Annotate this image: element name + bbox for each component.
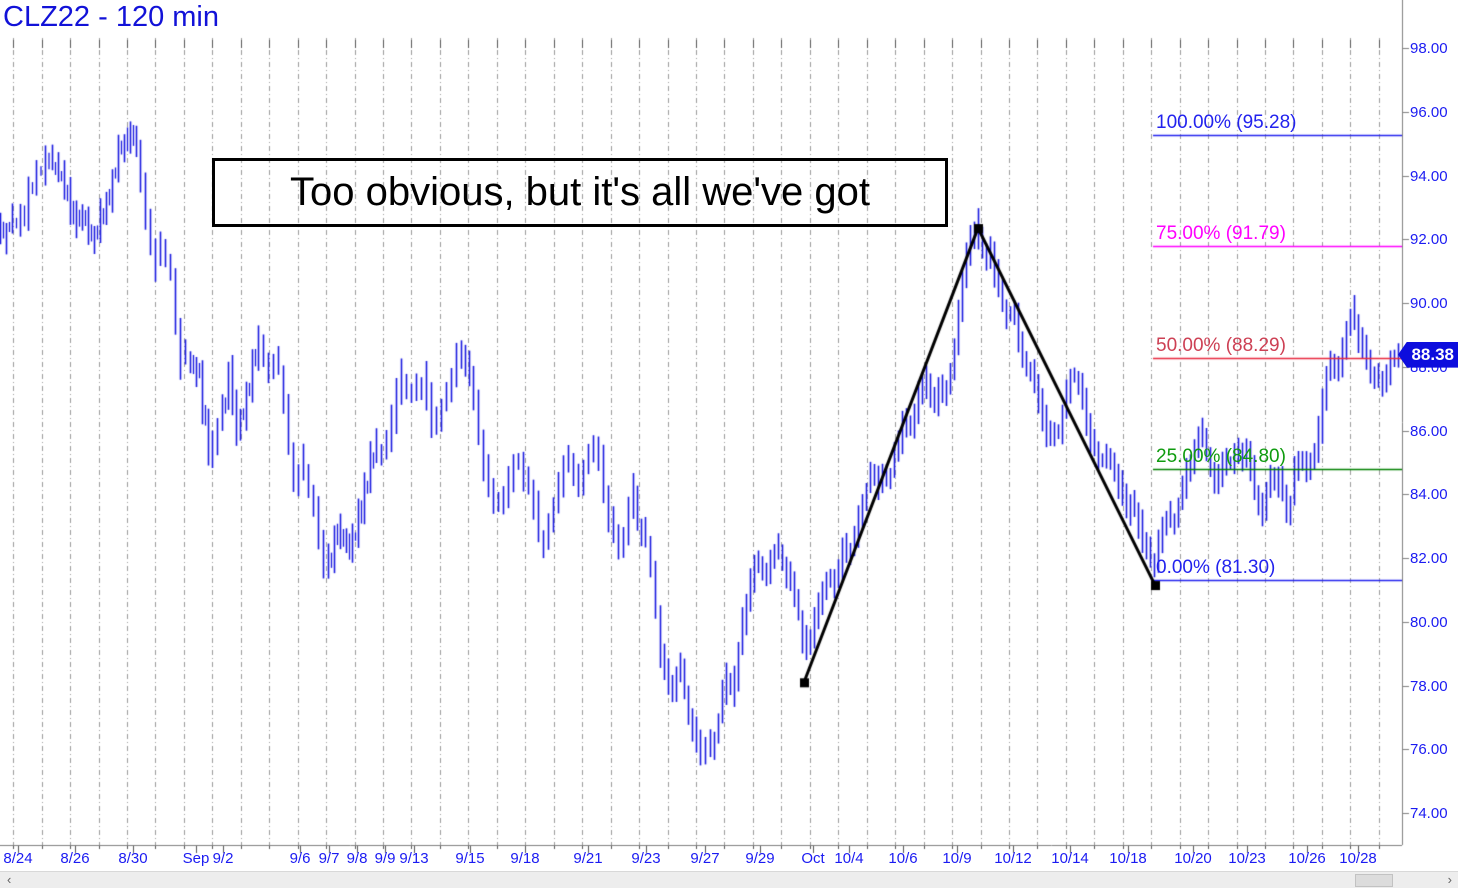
- chart-title: CLZ22 - 120 min: [3, 1, 219, 33]
- y-axis-tick-label: 92.00: [1410, 231, 1448, 249]
- x-axis-tick-label: 9/6: [289, 850, 311, 867]
- scroll-right-arrow[interactable]: ›: [1447, 872, 1452, 887]
- fib-level-label: 25.00% (84.80): [1156, 445, 1286, 467]
- y-axis-tick-label: 74.00: [1410, 805, 1448, 822]
- y-axis-tick-label: 86.00: [1410, 422, 1448, 440]
- x-axis-tick-label: Oct: [801, 850, 825, 867]
- x-axis-tick-label: 10/6: [888, 850, 918, 867]
- y-axis-tick-label: 76.00: [1410, 741, 1448, 759]
- y-axis-tick-label: 78.00: [1410, 677, 1448, 695]
- y-axis-tick-label: 80.00: [1410, 613, 1448, 631]
- annotation-box: Too obvious, but it's all we've got: [212, 158, 948, 227]
- x-axis-tick-label: 9/13: [399, 850, 429, 867]
- x-axis-tick-label: 10/12: [994, 850, 1032, 867]
- x-axis-tick-label: 10/9: [942, 850, 972, 867]
- x-axis-tick-label: 9/21: [573, 850, 603, 867]
- y-axis-tick-label: 84.00: [1410, 486, 1448, 504]
- x-axis-tick-label: 10/26: [1288, 850, 1326, 867]
- x-axis-tick-label: 9/15: [455, 850, 485, 867]
- annotation-text: Too obvious, but it's all we've got: [289, 170, 871, 214]
- x-axis-tick-label: 9/7: [318, 850, 340, 867]
- scroll-left-arrow[interactable]: ‹: [7, 872, 12, 887]
- x-axis-tick-label: 9/23: [631, 850, 661, 867]
- x-axis-tick-label: 9/9: [374, 850, 396, 867]
- x-axis-tick-label: 9/27: [690, 850, 720, 867]
- x-axis-tick-label: 9/2: [212, 850, 234, 867]
- fib-level-label: 100.00% (95.28): [1156, 111, 1297, 133]
- y-axis-tick-label: 90.00: [1410, 295, 1448, 312]
- scrollbar-thumb[interactable]: [1355, 874, 1393, 887]
- y-axis-tick-label: 96.00: [1410, 103, 1448, 121]
- x-axis-tick-label: 10/14: [1051, 850, 1089, 867]
- fib-level-label: 50.00% (88.29): [1156, 334, 1286, 356]
- y-axis-tick-label: 98.00: [1410, 40, 1448, 57]
- x-axis-tick-label: 9/29: [745, 850, 775, 867]
- x-axis-tick-label: Sep: [182, 850, 210, 867]
- x-axis-tick-label: 10/20: [1174, 850, 1212, 867]
- x-axis-tick-label: 9/8: [346, 850, 368, 867]
- fib-level-label: 75.00% (91.79): [1156, 222, 1286, 244]
- x-axis-tick-label: 8/24: [3, 850, 33, 867]
- y-axis-tick-label: 94.00: [1410, 167, 1448, 185]
- x-axis-tick-label: 9/18: [510, 850, 540, 867]
- x-axis-tick-label: 8/30: [118, 850, 148, 867]
- x-axis-tick-label: 10/4: [834, 850, 864, 867]
- h-scrollbar[interactable]: ‹ ›: [0, 871, 1458, 888]
- last-price-badge: 88.38: [1398, 341, 1458, 368]
- y-axis-tick-label: 82.00: [1410, 550, 1448, 567]
- x-axis-tick-label: 10/23: [1228, 850, 1266, 867]
- x-axis-tick-label: 10/18: [1109, 850, 1147, 867]
- x-axis-tick-label: 8/26: [60, 850, 90, 867]
- fib-level-label: 0.00% (81.30): [1156, 557, 1276, 579]
- x-axis-tick-label: 10/28: [1339, 850, 1377, 867]
